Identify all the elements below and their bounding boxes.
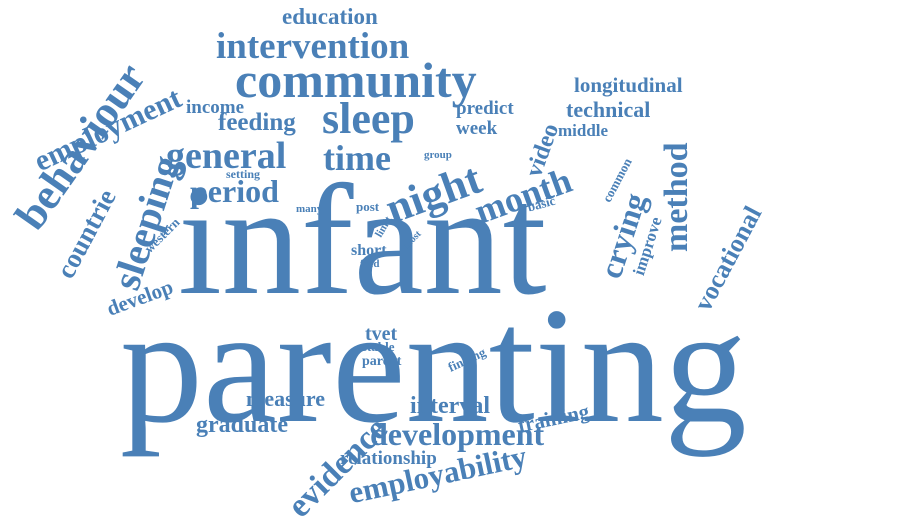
word-parenting: parenting: [120, 273, 747, 457]
word-interval: interval: [410, 393, 490, 419]
word-tvet: tvet: [365, 323, 398, 345]
word-graduate: graduate: [196, 412, 288, 438]
word-post: post: [356, 199, 380, 214]
word-method: method: [658, 142, 695, 252]
word-community: community: [235, 52, 477, 108]
word-week: week: [456, 118, 498, 139]
word-measure: measure: [246, 386, 326, 411]
word-period: period: [190, 173, 279, 209]
word-feed: feed: [360, 258, 380, 270]
word-income: income: [186, 97, 245, 118]
word-infant: infant: [178, 153, 547, 328]
word-development: development: [370, 416, 545, 452]
word-group: group: [424, 149, 452, 161]
word-predict: predict: [456, 98, 514, 119]
word-many: many: [296, 203, 323, 215]
word-time: time: [323, 138, 391, 178]
word-setting: setting: [226, 167, 260, 181]
word-relationship: relationship: [340, 448, 437, 469]
word-education: education: [282, 4, 378, 29]
word-short: short: [351, 242, 387, 259]
word-feeding: feeding: [218, 109, 296, 136]
word-parent: parent: [362, 354, 402, 369]
word-stable: stable: [362, 339, 395, 354]
word-general: general: [166, 135, 287, 177]
word-longitudinal: longitudinal: [574, 73, 683, 97]
word-intervention: intervention: [216, 26, 410, 67]
word-technical: technical: [566, 97, 651, 122]
word-middle: middle: [558, 121, 609, 140]
word-sleep: sleep: [322, 94, 415, 143]
